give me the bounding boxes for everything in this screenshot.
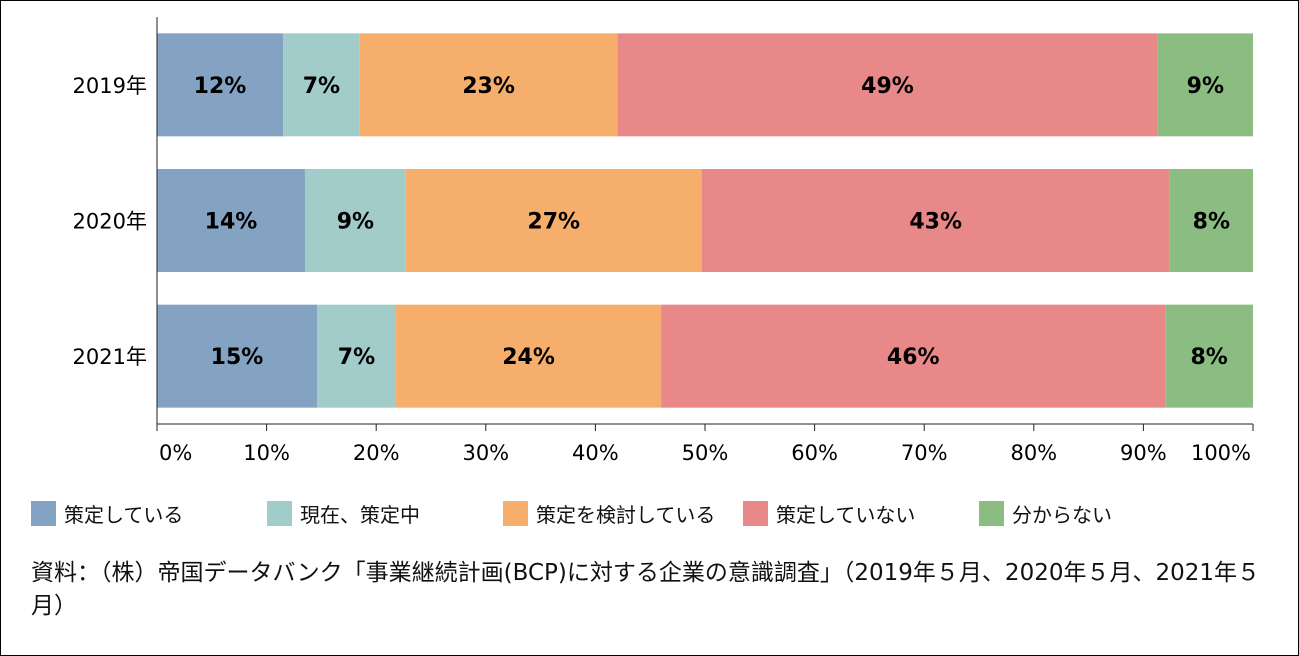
x-tick-label: 100%	[1191, 441, 1251, 465]
data-label: 9%	[337, 210, 374, 235]
category-label: 2019年	[73, 74, 147, 98]
data-label: 46%	[887, 345, 940, 370]
bar-segment	[317, 304, 396, 408]
legend-item-1: 策定している	[31, 499, 183, 528]
data-label: 24%	[502, 345, 555, 370]
legend-label: 策定を検討している	[536, 503, 716, 527]
legend-item-2: 現在、策定中	[267, 499, 420, 528]
bar-segment	[157, 304, 318, 408]
category-label: 2020年	[73, 210, 147, 234]
legend-label: 分からない	[1012, 503, 1112, 527]
stacked-bar-chart: 12% 7% 23% 49% 9% 2019年 14% 9% 27% 43% 8% 2020年 15% 7…	[73, 17, 1254, 465]
legend-swatch	[503, 501, 528, 526]
x-tick-label: 50%	[682, 441, 729, 465]
bar-segment	[395, 304, 662, 408]
bar-segment	[359, 33, 618, 137]
x-tick-label: 30%	[462, 441, 509, 465]
data-label: 7%	[338, 345, 375, 370]
legend-swatch	[31, 501, 56, 526]
bar-segment	[304, 169, 406, 272]
category-label: 2021年	[73, 345, 147, 369]
bar-segment	[1165, 304, 1253, 408]
legend-swatch	[267, 501, 292, 526]
bar-segment	[283, 33, 360, 137]
x-tick-label: 0%	[159, 441, 192, 465]
x-tick-label: 40%	[572, 441, 619, 465]
data-label: 43%	[909, 210, 962, 235]
bar-segment	[1169, 169, 1253, 272]
x-tick-label: 80%	[1010, 441, 1057, 465]
source-note: 資料：（株）帝国データバンク「事業継続計画(BCP)に対する企業の意識調査」（2…	[31, 560, 1260, 619]
data-label: 15%	[211, 345, 264, 370]
data-label: 8%	[1190, 345, 1227, 370]
data-label: 9%	[1187, 74, 1224, 99]
legend-item-5: 分からない	[979, 499, 1112, 528]
legend-label: 策定していない	[776, 503, 916, 527]
legend-label: 現在、策定中	[300, 503, 420, 527]
legend-swatch	[743, 501, 768, 526]
bar-segment	[701, 169, 1170, 272]
legend-swatch	[979, 501, 1004, 526]
data-label: 12%	[194, 74, 247, 99]
data-label: 27%	[527, 210, 580, 235]
x-tick-label: 20%	[353, 441, 400, 465]
bar-segment	[157, 169, 305, 272]
legend-item-3: 策定を検討している	[503, 499, 715, 528]
x-tick-label: 70%	[901, 441, 948, 465]
bar-segment	[157, 33, 284, 137]
legend-item-4: 策定していない	[743, 499, 915, 528]
bar-segment	[1157, 33, 1253, 137]
bar-segment	[661, 304, 1166, 408]
x-tick-label: 90%	[1120, 441, 1167, 465]
bar-segment	[405, 169, 702, 272]
data-label: 49%	[861, 74, 914, 99]
data-label: 8%	[1193, 210, 1230, 235]
data-label: 14%	[205, 210, 258, 235]
data-label: 7%	[303, 74, 340, 99]
data-label: 23%	[462, 74, 515, 99]
x-tick-label: 60%	[791, 441, 838, 465]
x-tick-label: 10%	[243, 441, 290, 465]
bar-segment	[617, 33, 1158, 137]
legend-label: 策定している	[64, 503, 184, 527]
